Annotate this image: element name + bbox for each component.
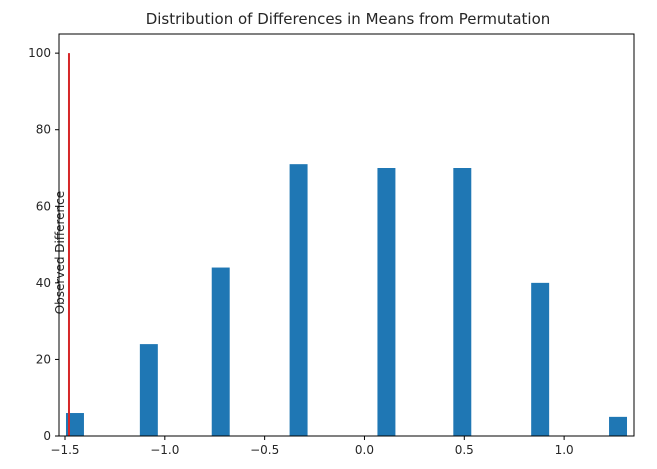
x-tick-label: 0.0 bbox=[355, 443, 374, 457]
histogram-bar-0 bbox=[65, 413, 84, 436]
x-tick-label: −1.0 bbox=[150, 443, 179, 457]
histogram-bar-3 bbox=[289, 164, 308, 436]
y-tick-label: 80 bbox=[36, 123, 51, 137]
y-tick-label: 0 bbox=[43, 429, 51, 443]
bars-layer bbox=[65, 164, 628, 436]
x-tick-label: −1.5 bbox=[50, 443, 79, 457]
x-axis: −1.5 −1.0 −0.5 0.0 0.5 1.0 bbox=[50, 436, 574, 457]
y-tick-label: 20 bbox=[36, 352, 51, 366]
y-tick-label: 40 bbox=[36, 276, 51, 290]
chart-title: Distribution of Differences in Means fro… bbox=[146, 10, 551, 28]
histogram-bar-4 bbox=[377, 168, 396, 436]
histogram-bar-2 bbox=[211, 267, 230, 436]
histogram-bar-1 bbox=[139, 344, 158, 436]
histogram-bar-5 bbox=[453, 168, 472, 436]
histogram-bar-6 bbox=[531, 282, 550, 436]
x-tick-label: −0.5 bbox=[250, 443, 279, 457]
x-tick-label: 1.0 bbox=[555, 443, 574, 457]
y-tick-label: 100 bbox=[28, 46, 51, 60]
y-axis: 0 20 40 60 80 100 bbox=[28, 46, 59, 443]
y-tick-label: 60 bbox=[36, 199, 51, 213]
histogram-bar-7 bbox=[609, 416, 628, 436]
observed-difference-label: Observed Difference bbox=[53, 191, 67, 314]
x-tick-label: 0.5 bbox=[455, 443, 474, 457]
observed-line-layer: Observed Difference bbox=[53, 53, 70, 436]
plot-frame bbox=[58, 33, 635, 437]
